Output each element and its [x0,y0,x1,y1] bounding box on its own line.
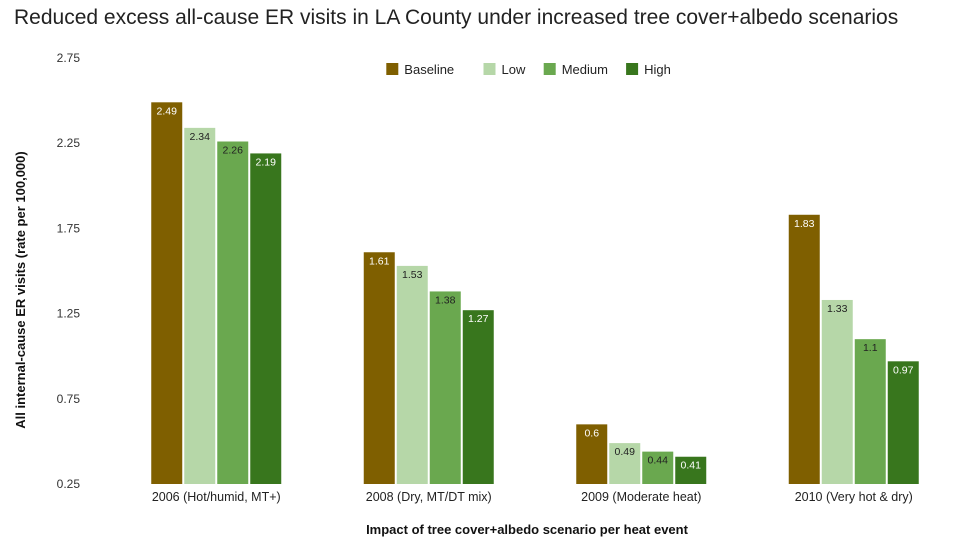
bar-value-label: 1.53 [402,269,423,281]
x-category-label: 2009 (Moderate heat) [581,490,701,504]
bar-value-label: 2.26 [223,144,244,156]
legend-label: Baseline [404,62,454,77]
legend: Baseline Low Medium High [386,62,671,77]
legend-label: High [644,62,671,77]
bar-value-label: 2.19 [256,156,277,168]
bar-high [887,361,919,484]
bar-value-label: 1.27 [468,313,489,325]
legend-label: Medium [562,62,608,77]
bar-baseline [151,102,183,484]
bar-value-label: 2.49 [157,105,178,117]
legend-swatch-medium [543,63,556,75]
legend-label: Low [502,62,526,77]
bar-value-label: 1.83 [794,218,815,230]
y-tick-label: 1.75 [57,221,81,235]
bar-value-label: 2.34 [190,131,211,143]
bar-value-label: 0.49 [615,446,636,458]
y-tick-label: 2.75 [57,51,81,65]
bar-value-label: 0.97 [893,364,914,376]
x-category-label: 2008 (Dry, MT/DT mix) [366,490,492,504]
bar-medium [854,339,886,484]
bar-low [609,443,641,484]
x-category-label: 2006 (Hot/humid, MT+) [152,490,281,504]
x-axis-title: Impact of tree cover+albedo scenario per… [366,522,689,537]
x-axis-categories: 2006 (Hot/humid, MT+) 2008 (Dry, MT/DT mi… [152,490,913,504]
bar-baseline [363,252,395,484]
bar-baseline [788,214,820,484]
bar-high [462,310,494,484]
bar-high [675,456,707,484]
legend-swatch-low [483,63,496,75]
bar-value-label: 1.61 [369,255,390,267]
chart-title: Reduced excess all-cause ER visits in LA… [14,6,899,29]
bar-high [250,153,282,484]
bar-value-label: 1.1 [863,342,878,354]
bar-value-label: 1.33 [827,303,848,315]
bar-value-label: 1.38 [435,294,456,306]
y-axis-ticks: 0.25 0.75 1.25 1.75 2.25 2.75 [57,51,81,491]
bar-value-label: 0.6 [584,427,599,439]
bar-value-label: 0.44 [648,455,669,467]
bar-low [396,265,428,484]
bar-medium [642,451,674,484]
y-tick-label: 1.25 [57,307,81,321]
bar-value-label: 0.41 [681,460,702,472]
legend-swatch-high [626,63,639,75]
bar-medium [429,291,461,484]
x-category-label: 2010 (Very hot & dry) [795,490,913,504]
y-axis-title: All internal-cause ER visits (rate per 1… [13,151,28,428]
bar-low [184,127,216,484]
legend-swatch-baseline [386,63,399,75]
bars-group: 2.49 2.34 2.26 2.19 1.61 1.53 1.38 1.27 0.6 0.49 0… [151,102,919,484]
y-tick-label: 0.75 [57,392,81,406]
bar-medium [217,141,249,484]
y-tick-label: 0.25 [57,477,81,491]
y-tick-label: 2.25 [57,136,81,150]
bar-baseline [576,424,608,484]
bar-low [821,299,853,484]
